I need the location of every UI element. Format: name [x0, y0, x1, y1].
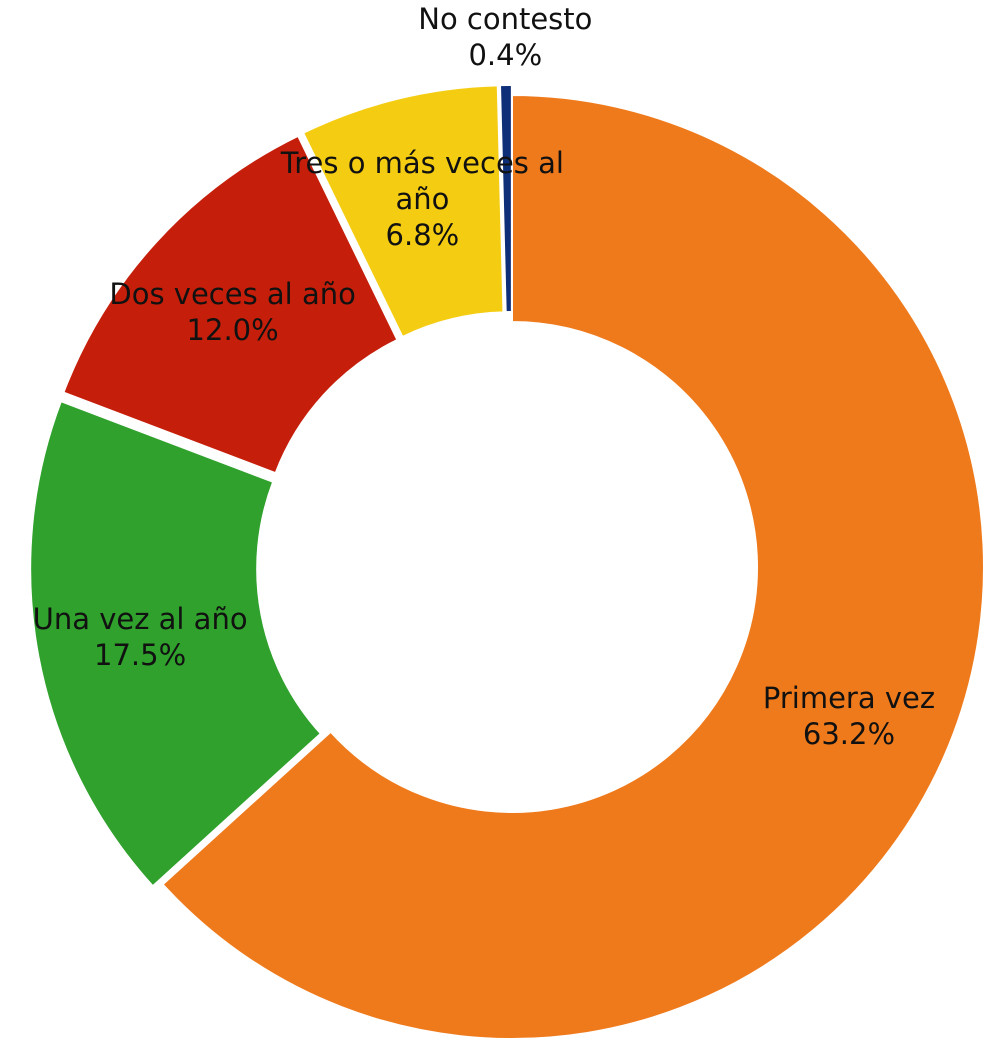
category-label: Dos veces al año [109, 276, 356, 311]
donut-slice [161, 93, 985, 1040]
donut-slice [301, 84, 505, 339]
category-label: Una vez al año [32, 602, 248, 637]
donut-slice [62, 134, 399, 475]
category-label: Tres o más veces al año [280, 146, 564, 217]
slice-label: Dos veces al año 12.0% [73, 276, 393, 348]
value-label: 0.4% [468, 38, 543, 73]
slice-label: Primera vez 63.2% [689, 680, 1000, 752]
value-label: 17.5% [94, 638, 187, 673]
slice-label: Una vez al año 17.5% [0, 601, 300, 673]
donut-slice [498, 84, 513, 314]
donut-slice [29, 399, 323, 888]
value-label: 6.8% [385, 218, 460, 253]
slice-label: No contesto 0.4% [345, 1, 665, 73]
value-label: 12.0% [186, 312, 279, 347]
category-label: No contesto [418, 2, 593, 37]
slice-label: Tres o más veces al año 6.8% [262, 145, 582, 253]
category-label: Primera vez [762, 681, 936, 716]
value-label: 63.2% [802, 717, 896, 752]
